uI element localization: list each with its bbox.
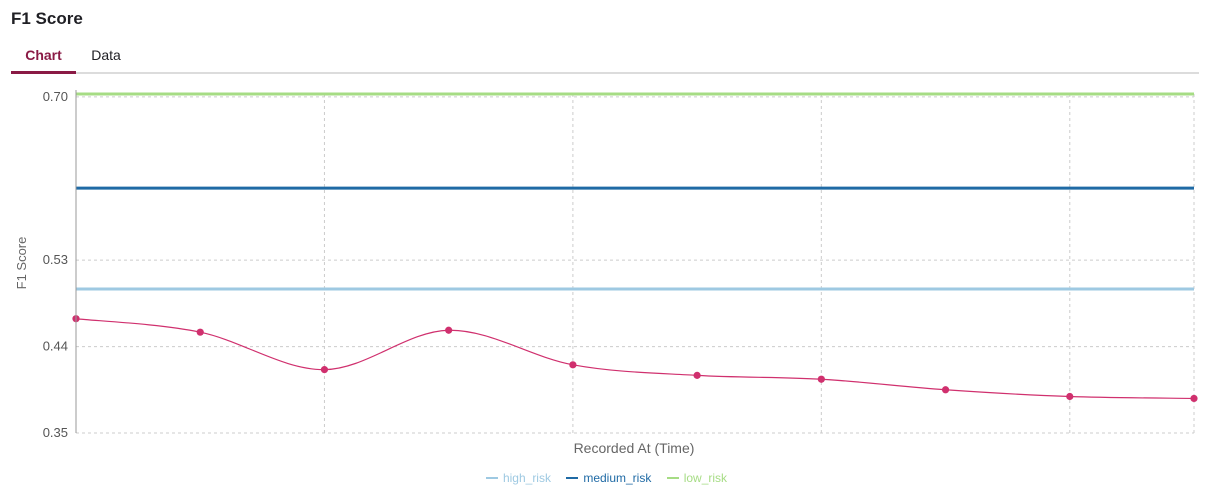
legend-swatch-medium-risk xyxy=(566,476,579,479)
threshold-layer xyxy=(76,92,1194,291)
data-point xyxy=(941,386,950,394)
data-point xyxy=(196,328,204,336)
tab-chart[interactable]: Chart xyxy=(11,40,76,74)
y-axis-label: F1 Score xyxy=(14,237,29,290)
data-point xyxy=(320,366,329,374)
legend-swatch-high-risk xyxy=(485,476,498,479)
legend-label-medium-risk: medium_risk xyxy=(583,471,652,485)
data-point xyxy=(569,361,577,369)
grid-layer xyxy=(75,94,1195,434)
y-tick-label: 0.44 xyxy=(43,339,68,354)
x-axis-label: Recorded At (Time) xyxy=(574,440,695,456)
series-line xyxy=(75,318,1195,400)
data-point xyxy=(445,326,453,334)
legend-swatch-low-risk xyxy=(666,476,679,479)
legend-label-low-risk: low_risk xyxy=(683,471,728,485)
legend-item-low-risk[interactable]: low_risk xyxy=(666,471,728,485)
data-point xyxy=(817,375,825,383)
tab-data[interactable]: Data xyxy=(91,47,121,63)
y-tick-label: 0.35 xyxy=(43,425,68,440)
y-tick-label: 0.70 xyxy=(43,89,68,104)
series-layer xyxy=(72,315,1198,403)
data-point xyxy=(693,371,701,379)
y-tick-label: 0.53 xyxy=(43,252,68,267)
legend-item-high-risk[interactable]: high_risk xyxy=(485,471,551,485)
tab-bar: Chart Data xyxy=(11,40,1199,74)
data-point xyxy=(1066,392,1074,401)
legend-label-high-risk: high_risk xyxy=(502,471,551,485)
axis-layer: 0.35 0.44 0.53 0.70 Recorded At (Time) F1 Sco… xyxy=(14,89,694,456)
page-title: F1 Score xyxy=(11,9,83,28)
legend-item-medium-risk[interactable]: medium_risk xyxy=(566,471,651,485)
legend: high_risk medium_risk low_risk xyxy=(0,471,1213,485)
data-point xyxy=(1190,394,1198,403)
